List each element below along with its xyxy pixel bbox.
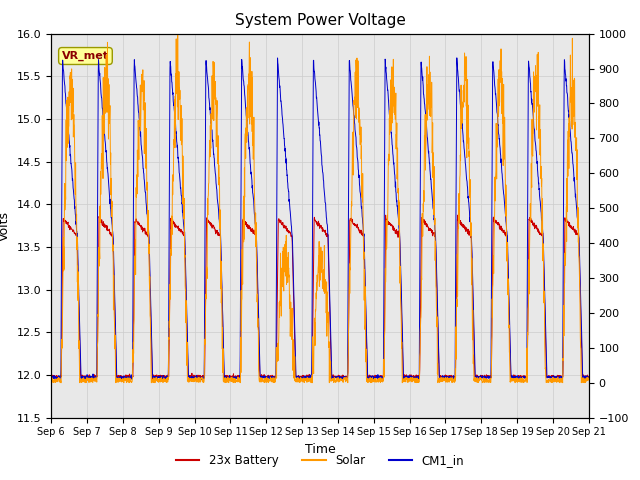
- Title: System Power Voltage: System Power Voltage: [235, 13, 405, 28]
- X-axis label: Time: Time: [305, 443, 335, 456]
- Y-axis label: Volts: Volts: [0, 211, 11, 240]
- Legend: 23x Battery, Solar, CM1_in: 23x Battery, Solar, CM1_in: [171, 449, 469, 472]
- Text: VR_met: VR_met: [62, 51, 109, 61]
